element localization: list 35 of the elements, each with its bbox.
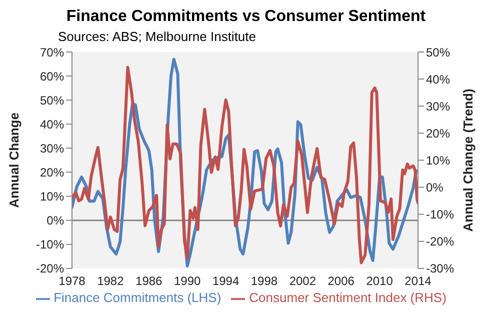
y2-tick-label: 40% (426, 72, 450, 86)
x-tick-label: 2002 (289, 274, 316, 288)
y-tick-label: -10% (36, 238, 64, 252)
chart-title: Finance Commitments vs Consumer Sentiment (65, 8, 427, 26)
y2-tick-label: -30% (426, 262, 454, 276)
x-tick-label: 1978 (58, 274, 86, 288)
y-tick-label: 70% (40, 45, 64, 60)
x-tick-label: 2006 (328, 274, 355, 288)
y-tick-label: 10% (40, 190, 64, 204)
y-axis-title: Annual Change (6, 112, 22, 208)
legend-label: Finance Commitments (LHS) (54, 290, 222, 306)
y-tick-label: -20% (36, 262, 64, 276)
x-tick-label: 1986 (136, 274, 163, 288)
y2-axis-title: Annual Change (Trend) (460, 88, 476, 232)
x-tick-label: 2010 (366, 274, 394, 288)
y-tick-label: 20% (40, 166, 64, 180)
y2-tick-label: 10% (426, 153, 450, 168)
y-tick-label: 40% (40, 117, 64, 132)
y2-tick-label: 30% (426, 99, 450, 114)
x-tick-label: 1994 (212, 274, 240, 288)
y2-tick-label: 20% (426, 126, 450, 140)
y-tick-label: 30% (40, 141, 64, 156)
legend-label: Consumer Sentiment Index (RHS) (249, 290, 446, 306)
y2-tick-label: -10% (426, 208, 454, 222)
y-tick-label: 0% (46, 214, 64, 228)
x-tick-label: 1998 (250, 274, 278, 288)
x-tick-label: 1990 (174, 274, 202, 288)
y2-tick-label: -20% (426, 234, 454, 249)
x-tick-label: 2014 (404, 274, 432, 288)
y2-tick-label: 50% (426, 45, 450, 60)
y2-tick-label: 0% (426, 180, 444, 195)
chart-subtitle: Sources: ABS; Melbourne Institute (58, 29, 257, 44)
y-tick-label: 60% (40, 69, 64, 84)
x-tick-label: 1982 (97, 274, 124, 288)
y-tick-label: 50% (40, 93, 64, 108)
